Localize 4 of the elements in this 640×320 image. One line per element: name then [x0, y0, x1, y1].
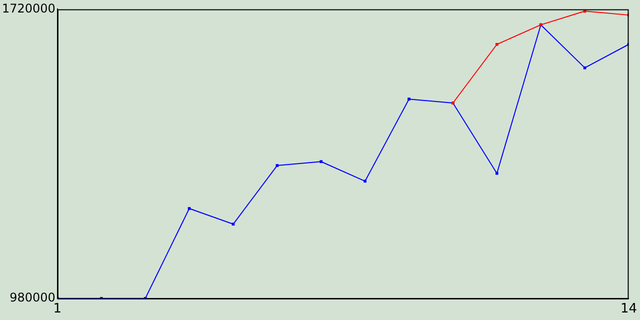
x-tick-label: 14 [620, 302, 637, 317]
y-tick-label: 1720000 [2, 1, 56, 16]
y-tick-label: 980000 [10, 290, 56, 305]
x-tick-label: 1 [53, 302, 62, 317]
